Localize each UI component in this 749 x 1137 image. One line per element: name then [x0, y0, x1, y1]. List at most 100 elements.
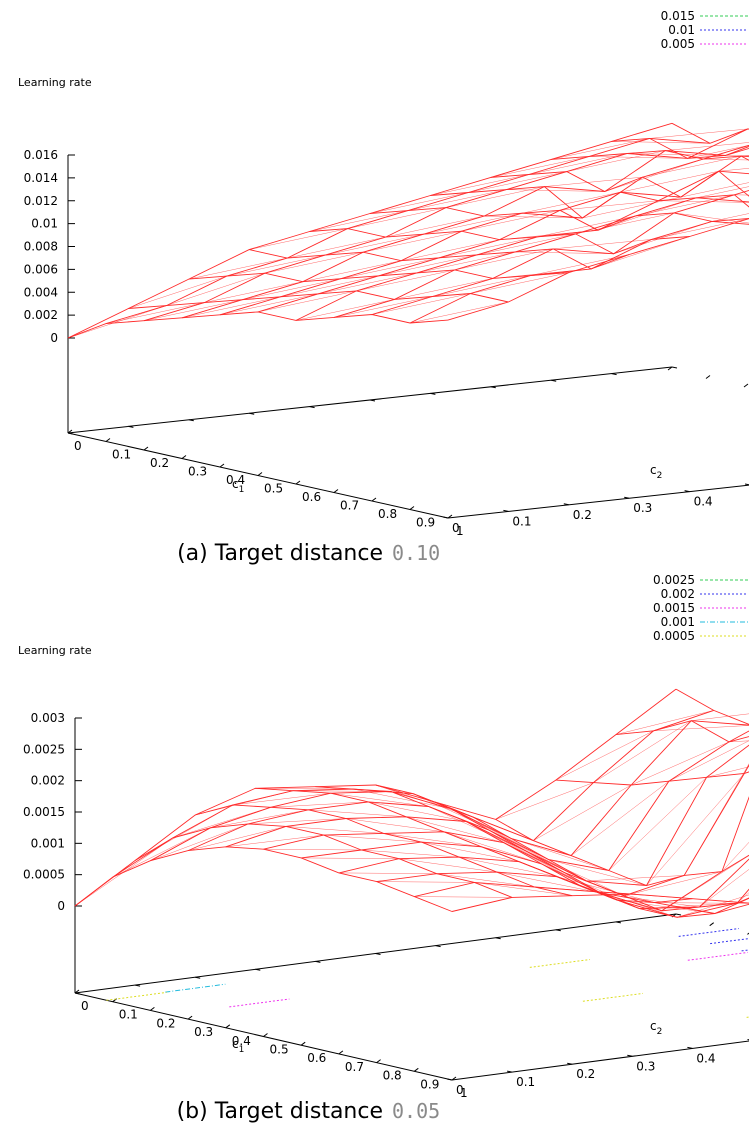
y-tick	[624, 496, 630, 499]
surface-diagonal	[668, 740, 749, 782]
x-tick-label: 0.1	[119, 1008, 138, 1022]
surface-diagonal	[330, 792, 429, 807]
surface-diagonal	[398, 858, 497, 873]
y-tick-label: 0.4	[696, 1051, 715, 1065]
surface-diagonal	[627, 153, 726, 156]
y-back-tick	[615, 921, 621, 924]
surface-diagonal	[390, 791, 489, 831]
z-tick-label: 0	[57, 899, 65, 913]
x-back-tick	[667, 366, 673, 371]
surface-diagonal	[699, 869, 749, 908]
y-back-tick	[430, 392, 436, 395]
surface-diagonal	[459, 856, 557, 877]
surface-diagonal	[556, 876, 655, 903]
surface-diagonal	[407, 189, 507, 211]
x-tick	[150, 1007, 155, 1011]
surface-diagonal	[468, 171, 567, 193]
surface-line-col	[611, 137, 749, 159]
surface-diagonal	[195, 790, 294, 816]
surface-diagonal	[301, 857, 400, 859]
surface-diagonal	[615, 710, 714, 735]
surface-diagonal	[499, 229, 599, 240]
legend-label: 0.002	[661, 587, 695, 601]
legend-label: 0.0015	[653, 601, 695, 615]
surface-diagonal	[232, 792, 331, 806]
surface-diagonal	[526, 850, 625, 897]
z-axis-title: Learning rate	[18, 644, 92, 657]
x-tick-label: 0.7	[345, 1060, 364, 1074]
surface-diagonal	[264, 251, 364, 274]
x-tick-label: 0.6	[302, 490, 321, 504]
surface-diagonal	[601, 893, 700, 908]
surface-diagonal	[188, 257, 288, 280]
surface-mesh	[74, 688, 749, 918]
surface-line-col	[615, 720, 749, 743]
z-axis-title: Learning rate	[18, 76, 92, 89]
surface-diagonal	[537, 215, 637, 238]
z-tick-label: 0.0025	[23, 742, 65, 756]
x-tick	[447, 514, 453, 519]
surface-line-row	[447, 218, 749, 321]
surface-diagonal	[533, 784, 632, 841]
contour-line	[678, 928, 749, 952]
surface-diagonal	[430, 174, 529, 196]
surface-diagonal	[443, 831, 542, 865]
surface-diagonal	[378, 254, 478, 277]
z-tick-label: 0.004	[24, 285, 58, 299]
surface-diagonal	[345, 818, 444, 833]
surface-diagonal	[474, 882, 573, 896]
surface-diagonal	[718, 168, 749, 172]
surface-diagonal	[347, 207, 447, 229]
y-back-tick	[611, 373, 617, 376]
z-tick-label: 0.001	[31, 836, 65, 850]
surface-diagonal	[639, 902, 738, 909]
surface-diagonal	[361, 849, 460, 858]
surface-line-row	[150, 720, 749, 862]
surface-diagonal	[594, 891, 693, 899]
surface-diagonal	[575, 212, 675, 235]
surface-diagonal	[691, 713, 749, 721]
y-tick-label: 0	[452, 521, 460, 535]
y-tick	[684, 490, 690, 493]
legend-label: 0.001	[661, 615, 695, 629]
y-axis-title: c2	[650, 1019, 662, 1037]
surface-line-row	[301, 796, 749, 912]
x-tick	[376, 1059, 381, 1063]
surface-diagonal	[166, 272, 265, 306]
x-tick-label: 0.2	[150, 456, 169, 470]
surface-diagonal	[651, 218, 749, 240]
y-tick	[442, 516, 449, 519]
surface-diagonal	[597, 197, 697, 231]
y-back-tick	[309, 406, 315, 409]
y-axis-title: c2	[650, 463, 662, 481]
surface-diagonal	[134, 804, 234, 861]
surface-diagonal	[315, 786, 414, 794]
y-back-tick	[67, 432, 74, 435]
surface-diagonal	[263, 848, 362, 851]
x-tick	[143, 446, 149, 451]
x-tick	[219, 463, 225, 468]
surface-diagonal	[325, 233, 424, 256]
z-tick-label: 0.003	[31, 711, 65, 725]
surface-diagonal	[439, 236, 538, 259]
y-back-tick	[255, 968, 261, 971]
surface-diagonal	[586, 875, 685, 882]
surface-diagonal	[703, 158, 749, 161]
surface-line-col	[67, 311, 449, 339]
y-back-tick	[135, 984, 141, 987]
surface-line-row	[409, 220, 749, 324]
surface-diagonal	[454, 248, 554, 271]
y-tick-label: 0.2	[576, 1067, 595, 1081]
z-tick-label: 0.002	[31, 774, 65, 788]
surface-diagonal	[506, 189, 605, 192]
surface-diagonal	[661, 855, 749, 912]
x-tick-label: 0.6	[307, 1051, 326, 1065]
surface-diagonal	[696, 186, 749, 199]
surface-diagonal	[369, 192, 469, 214]
z-tick-label: 0.006	[24, 262, 58, 276]
x-tick	[187, 1015, 193, 1020]
surface-diagonal	[450, 808, 549, 860]
surface-diagonal	[436, 873, 535, 888]
surface-diagonal	[721, 841, 749, 872]
surface-diagonal	[613, 221, 713, 255]
